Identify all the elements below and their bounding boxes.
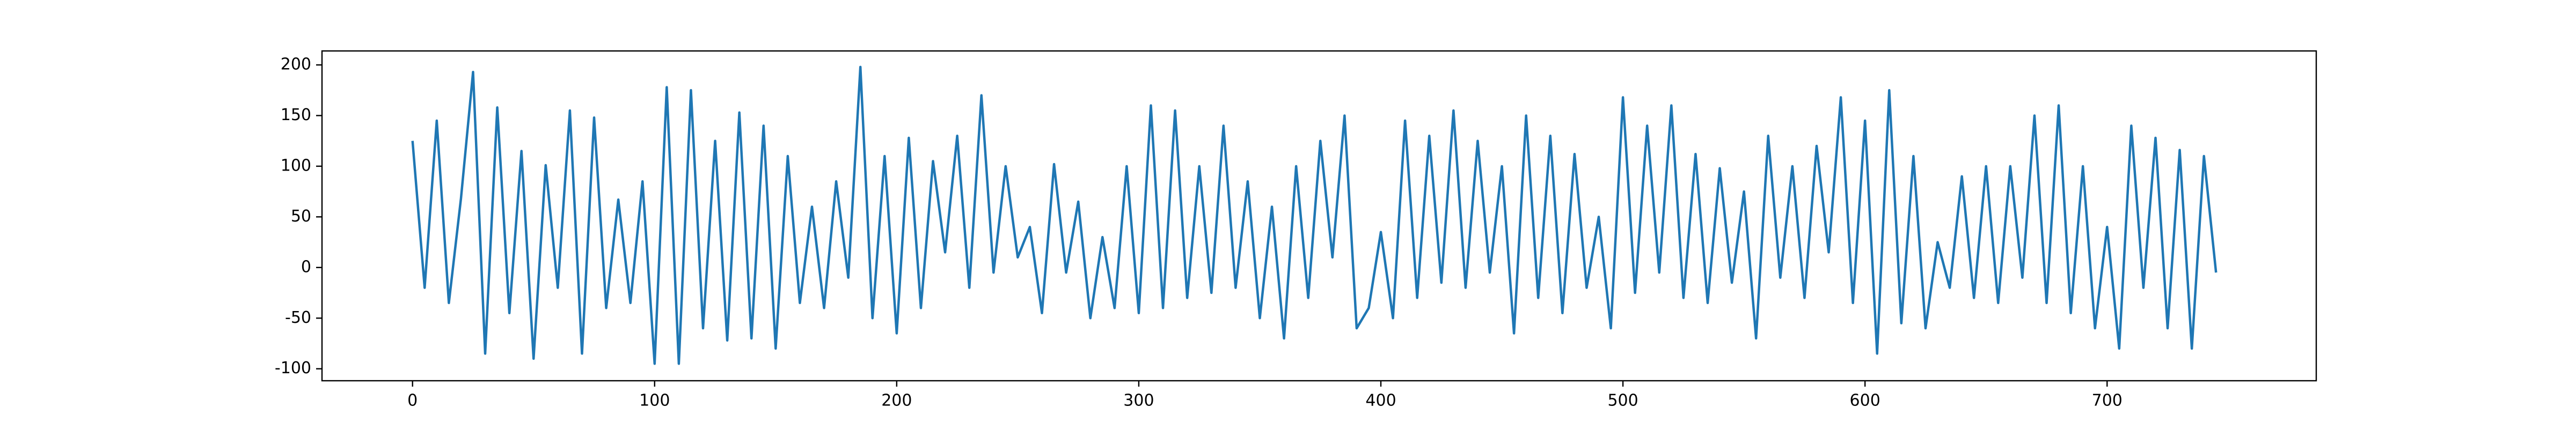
- x-tick-label: 600: [1850, 391, 1880, 410]
- x-tick-label: 400: [1365, 391, 1396, 410]
- x-tick-label: 700: [2092, 391, 2123, 410]
- y-tick-label: 100: [281, 156, 311, 175]
- x-tick-label: 200: [881, 391, 912, 410]
- y-tick-label: 150: [281, 106, 311, 124]
- y-tick-label: 200: [281, 55, 311, 74]
- x-tick-label: 500: [1607, 391, 1638, 410]
- data-line: [411, 65, 2218, 365]
- axes-frame: [321, 50, 2317, 382]
- y-tick-label: -100: [275, 359, 311, 378]
- y-tick-label: 0: [301, 257, 311, 276]
- y-tick-label: -50: [285, 308, 311, 327]
- y-tick-label: 50: [291, 207, 311, 226]
- x-tick-label: 300: [1123, 391, 1154, 410]
- x-tick-label: 0: [407, 391, 418, 410]
- x-tick-label: 100: [639, 391, 670, 410]
